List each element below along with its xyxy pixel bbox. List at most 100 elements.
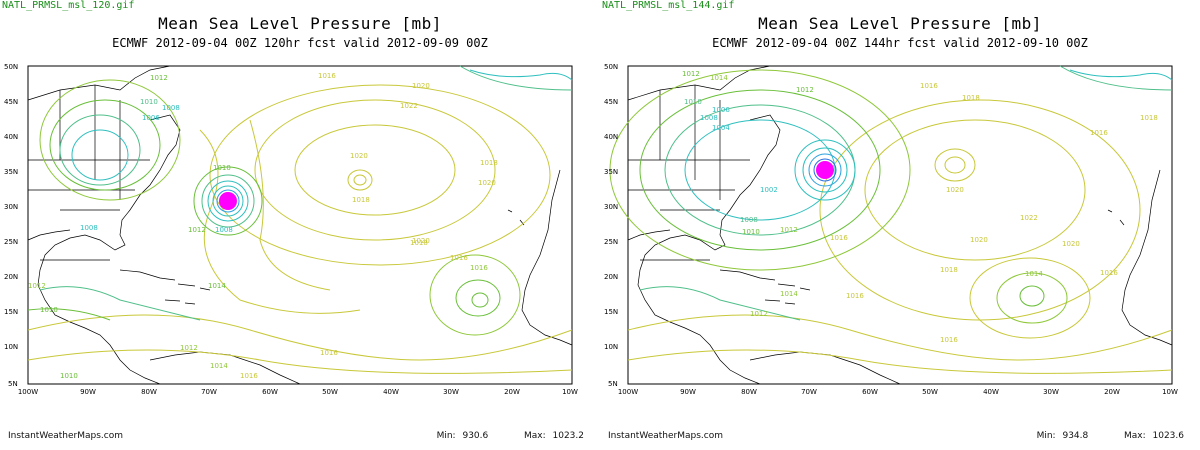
contour-label: 1014 — [208, 282, 226, 290]
contour-label: 1010 — [40, 306, 58, 314]
lat-axis: 50N 45N 40N 35N 30N 25N 20N 15N 10N 5N — [604, 63, 618, 388]
lon-axis: 100W 90W 80W 70W 60W 50W 40W 30W 20W 10W — [18, 388, 578, 396]
contour-label: 1016 — [940, 336, 958, 344]
contour-label: 1008 — [162, 104, 180, 112]
lat-label: 10N — [604, 343, 618, 351]
contour-label: 1010 — [60, 372, 78, 380]
contour-label: 1020 — [478, 179, 496, 187]
contour-label: 1014 — [710, 74, 728, 82]
contour-label: 1020 — [350, 152, 368, 160]
filename-label: NATL_PRMSL_msl_120.gif — [2, 0, 135, 11]
contour-label: 1012 — [150, 74, 168, 82]
lon-label: 10W — [1162, 388, 1178, 396]
min-value: 930.6 — [462, 431, 489, 441]
contour-label: 1012 — [180, 344, 198, 352]
lon-label: 90W — [80, 388, 96, 396]
contour-label: 1018 — [410, 239, 428, 247]
contour-label: 1006 — [712, 106, 730, 114]
lat-label: 30N — [604, 203, 618, 211]
contour-label: 1006 — [142, 114, 160, 122]
map-frame — [627, 65, 1173, 385]
contour-label: 1018 — [940, 266, 958, 274]
lat-label: 10N — [4, 343, 18, 351]
contour-label: 1020 — [946, 186, 964, 194]
lon-label: 40W — [383, 388, 399, 396]
filename-label: NATL_PRMSL_msl_144.gif — [602, 0, 735, 11]
contour-label: 1016 — [240, 372, 258, 380]
pressure-map: 1012 1010 1008 1006 1016 1020 1022 1020 … — [0, 60, 600, 405]
map-subtitle: ECMWF 2012-09-04 00Z 120hr fcst valid 20… — [112, 36, 488, 50]
contour-label: 1012 — [28, 282, 46, 290]
lat-label: 5N — [8, 380, 18, 388]
contour-label: 1010 — [213, 164, 231, 172]
contour-label: 1016 — [1090, 129, 1108, 137]
site-credit: InstantWeatherMaps.com — [608, 431, 723, 441]
map-title: Mean Sea Level Pressure [mb] — [158, 14, 442, 33]
contour-label: 1010 — [742, 228, 760, 236]
contour-label: 1018 — [962, 94, 980, 102]
pressure-map-svg: 1012 1014 1016 1018 1012 1010 1008 1004 … — [604, 63, 1178, 396]
contour-label: 1020 — [970, 236, 988, 244]
lat-label: 50N — [4, 63, 18, 71]
contour-label: 1012 — [780, 226, 798, 234]
lon-label: 70W — [201, 388, 217, 396]
contour-label: 1016 — [470, 264, 488, 272]
pressure-map: 1012 1014 1016 1018 1012 1010 1008 1004 … — [600, 60, 1200, 405]
min-label: Min: — [1036, 431, 1056, 441]
lon-label: 50W — [322, 388, 338, 396]
contour-label: 1012 — [796, 86, 814, 94]
contour-label: 1016 — [450, 254, 468, 262]
lat-label: 30N — [4, 203, 18, 211]
contour-label: 1002 — [760, 186, 778, 194]
lat-label: 40N — [4, 133, 18, 141]
lat-label: 45N — [604, 98, 618, 106]
lon-label: 30W — [1043, 388, 1059, 396]
contour-label: 1012 — [750, 310, 768, 318]
contour-group — [609, 65, 1173, 374]
contour-label: 1008 — [700, 114, 718, 122]
panel-144hr: NATL_PRMSL_msl_144.gif Mean Sea Level Pr… — [600, 0, 1200, 450]
lon-label: 20W — [1104, 388, 1120, 396]
contour-label: 1012 — [682, 70, 700, 78]
contour-label: 1008 — [80, 224, 98, 232]
lat-label: 15N — [604, 308, 618, 316]
lon-label: 80W — [741, 388, 757, 396]
contour-label-group: 1012 1010 1008 1006 1016 1020 1022 1020 … — [28, 72, 498, 380]
contour-label: 1020 — [1062, 240, 1080, 248]
contour-label: 1008 — [215, 226, 233, 234]
contour-label: 1020 — [412, 82, 430, 90]
storm-center-icon — [219, 192, 237, 210]
lat-axis: 50N 45N 40N 35N 30N 25N 20N 15N 10N 5N — [4, 63, 18, 388]
contour-label: 1016 — [318, 72, 336, 80]
max-label: Max: — [523, 431, 546, 441]
contour-label: 1016 — [320, 349, 338, 357]
lat-label: 20N — [4, 273, 18, 281]
coastline-group — [27, 65, 573, 385]
lat-label: 50N — [604, 63, 618, 71]
contour-label: 1018 — [1140, 114, 1158, 122]
lat-label: 15N — [4, 308, 18, 316]
contour-label: 1014 — [210, 362, 228, 370]
lon-label: 90W — [680, 388, 696, 396]
lon-label: 70W — [801, 388, 817, 396]
lat-label: 40N — [604, 133, 618, 141]
min-value: 934.8 — [1062, 431, 1089, 441]
lon-axis: 100W 90W 80W 70W 60W 50W 40W 30W 20W 10W — [618, 388, 1178, 396]
contour-label: 1014 — [780, 290, 798, 298]
panel-120hr: NATL_PRMSL_msl_120.gif Mean Sea Level Pr… — [0, 0, 600, 441]
site-credit: InstantWeatherMaps.com — [8, 431, 123, 441]
lon-label: 10W — [562, 388, 578, 396]
contour-label: 1018 — [352, 196, 370, 204]
contour-label: 1016 — [846, 292, 864, 300]
contour-label: 1020 — [412, 237, 430, 245]
lat-label: 45N — [4, 98, 18, 106]
contour-label: 1010 — [684, 98, 702, 106]
lon-label: 60W — [862, 388, 878, 396]
lon-label: 100W — [618, 388, 638, 396]
max-value: 1023.6 — [1152, 431, 1185, 441]
contour-label: 1022 — [1020, 214, 1038, 222]
lon-label: 100W — [18, 388, 38, 396]
lat-label: 35N — [604, 168, 618, 176]
lat-label: 35N — [4, 168, 18, 176]
map-subtitle: ECMWF 2012-09-04 00Z 144hr fcst valid 20… — [712, 36, 1088, 50]
